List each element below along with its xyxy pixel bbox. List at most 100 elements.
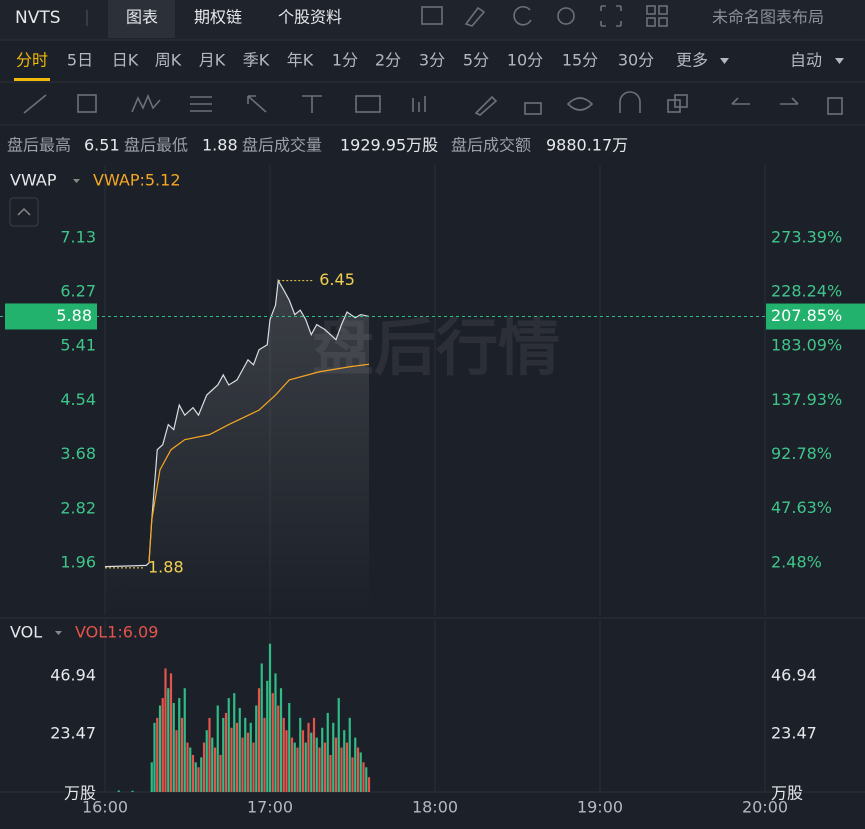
period-tab[interactable]: 30分 <box>618 51 654 70</box>
period-tab[interactable]: 月K <box>199 51 226 70</box>
tool-icon[interactable] <box>131 93 161 113</box>
period-tab[interactable]: 分时 <box>16 51 48 70</box>
tool-icon[interactable] <box>524 102 542 115</box>
volume-bar <box>337 698 340 792</box>
volume-bar <box>224 712 228 792</box>
indicator-value: VOL1:6.09 <box>75 623 158 642</box>
volume-bar <box>321 727 324 792</box>
volume-bar <box>205 730 208 792</box>
tool-icon[interactable] <box>474 95 498 116</box>
period-tab[interactable]: 1分 <box>332 51 358 70</box>
y2-tick-label: 183.09% <box>771 336 842 355</box>
period-tab[interactable]: 季K <box>243 51 270 70</box>
tool-icon[interactable] <box>247 95 267 113</box>
last-price-box <box>5 303 97 330</box>
period-tab[interactable]: 5分 <box>463 51 489 70</box>
volume-bar <box>156 717 159 792</box>
period-tab[interactable]: 周K <box>155 51 182 70</box>
indicator-menu <box>73 179 80 183</box>
layout-name[interactable]: 未命名图表布局 <box>712 8 824 27</box>
tool-icon[interactable] <box>302 95 322 113</box>
icon[interactable] <box>600 5 622 27</box>
period-tab[interactable]: 年K <box>287 51 314 70</box>
tool-icon[interactable] <box>355 95 381 113</box>
volume-bar <box>249 722 252 792</box>
period-bar: 分时 5日 日K 周K 月K 季K 年K 1分 2分 3分 5分 10分 15分 30分 <box>14 51 654 81</box>
volume-bar <box>178 698 181 792</box>
period-tab[interactable]: 日K <box>112 51 139 70</box>
volume-bar <box>172 703 175 792</box>
stat-label: 盘后成交量 <box>242 136 322 155</box>
volume-bar <box>282 717 285 792</box>
indicator-value: VWAP:5.12 <box>93 171 181 190</box>
period-tab[interactable]: 10分 <box>507 51 543 70</box>
volume-bar <box>241 737 244 792</box>
tool-icon[interactable] <box>619 91 641 113</box>
volume-bar <box>285 730 288 792</box>
tool-icon[interactable] <box>412 96 426 112</box>
scale-mode[interactable]: 自动 <box>790 51 822 70</box>
volume-bar <box>233 693 236 792</box>
volume-bar <box>271 693 274 792</box>
volume-bar <box>296 747 299 792</box>
collapse-button[interactable] <box>9 197 39 227</box>
tool-icon[interactable] <box>566 97 594 111</box>
y2-tick-label: 46.94 <box>771 665 817 684</box>
icon[interactable] <box>464 6 486 27</box>
stat-label: 盘后成交额 <box>451 136 531 155</box>
volume-bar <box>315 737 318 792</box>
indicator-name[interactable]: VOL <box>10 623 42 642</box>
volume-bar <box>340 747 343 792</box>
last-change-box <box>766 303 865 330</box>
volume-bar <box>219 754 222 792</box>
tool-icon[interactable] <box>190 96 212 112</box>
last-change-label: 207.85% <box>771 306 842 325</box>
volume-bar <box>222 717 225 792</box>
icon[interactable] <box>421 6 443 25</box>
icon[interactable] <box>557 7 575 25</box>
y-tick-label: 23.47 <box>50 723 96 742</box>
icon[interactable] <box>658 5 668 15</box>
icon[interactable] <box>646 5 656 15</box>
volume-bar <box>288 703 291 792</box>
icon[interactable] <box>513 5 532 26</box>
tool-icon[interactable] <box>667 99 681 113</box>
tool-icon[interactable] <box>827 97 843 115</box>
volume-bar <box>367 777 371 792</box>
volume-bar <box>227 698 230 792</box>
x-tick-label: 17:00 <box>247 798 293 817</box>
drawing-tools <box>23 91 843 116</box>
annotation-label: 1.88 <box>148 557 184 576</box>
volume-bar <box>194 762 197 792</box>
y2-tick-label: 2.48% <box>771 552 822 571</box>
tool-icon[interactable] <box>731 97 750 105</box>
chevron <box>17 207 31 216</box>
tool-icon[interactable] <box>23 94 47 114</box>
tool-icon[interactable] <box>674 94 688 108</box>
volume-bar <box>216 705 219 792</box>
tool-icon[interactable] <box>780 97 799 105</box>
period-tab[interactable]: 5日 <box>67 51 93 70</box>
period-tab[interactable]: 3分 <box>419 51 445 70</box>
tool-icon[interactable] <box>77 94 97 113</box>
unit-label: 万股 <box>771 784 803 803</box>
volume-bar <box>307 722 310 792</box>
period-tab[interactable]: 2分 <box>375 51 401 70</box>
volume-bar <box>208 717 211 792</box>
period-tab[interactable]: 15分 <box>562 51 598 70</box>
volume-bar <box>266 680 269 792</box>
stat-label: 盘后最高 <box>7 136 71 155</box>
volume-bar <box>334 737 338 792</box>
icon[interactable] <box>646 17 656 27</box>
tab[interactable]: 个股资料 <box>278 8 342 27</box>
dropdown-arrow <box>720 58 729 64</box>
y-tick-label: 7.13 <box>60 227 96 246</box>
y-tick-label: 5.41 <box>60 336 96 355</box>
icon[interactable] <box>658 17 668 27</box>
volume-bar <box>332 722 335 792</box>
more-button[interactable]: 更多 <box>676 51 708 70</box>
tab[interactable]: 图表 <box>126 8 158 27</box>
indicator-name[interactable]: VWAP <box>10 171 57 190</box>
tab[interactable]: 期权链 <box>194 8 242 27</box>
header-icons <box>421 5 668 27</box>
